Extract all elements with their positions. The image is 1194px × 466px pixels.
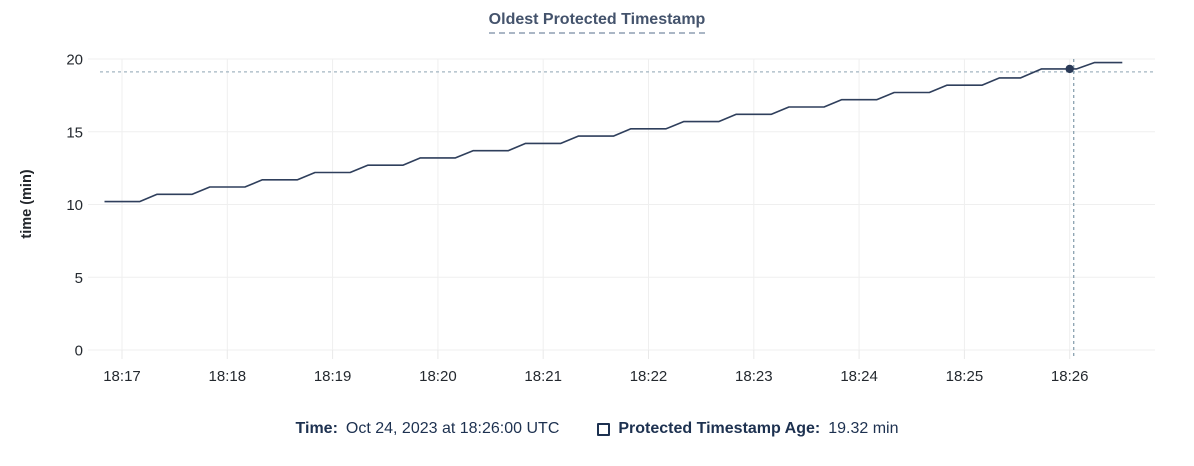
horizontal-gridlines [88, 58, 1155, 351]
x-tick-label: 18:22 [630, 368, 668, 385]
x-tick-label: 18:17 [103, 368, 141, 385]
title-row: Oldest Protected Timestamp [0, 11, 1194, 34]
chart-canvas[interactable]: 18:17 18:18 18:19 18:20 18:21 18:22 18:23 18:24… [0, 0, 1194, 400]
series-label: Protected Timestamp Age: [618, 420, 821, 437]
series-swatch-icon [597, 422, 611, 436]
x-tick-label: 18:19 [314, 368, 352, 385]
time-label: Time: [295, 420, 338, 437]
x-tick-label: 18:18 [209, 368, 247, 385]
y-tick-label: 10 [66, 197, 83, 214]
y-tick-label: 5 [75, 270, 83, 287]
vertical-gridlines [121, 59, 1071, 359]
y-tick-label: 15 [66, 124, 83, 141]
y-tick-label: 0 [75, 343, 83, 360]
chart-tooltip-legend: Time: Oct 24, 2023 at 18:26:00 UTC Prote… [0, 420, 1194, 438]
highlight-dot [1065, 64, 1074, 74]
x-tick-label: 18:23 [735, 368, 773, 385]
x-tick-label: 18:21 [524, 368, 562, 385]
x-axis-tick-labels: 18:17 18:18 18:19 18:20 18:21 18:22 18:23 18:24… [103, 368, 1088, 385]
chart-title[interactable]: Oldest Protected Timestamp [488, 11, 706, 34]
x-tick-label: 18:20 [419, 368, 457, 385]
y-axis-label: time (min) [19, 169, 35, 238]
y-tick-label: 20 [66, 52, 83, 69]
crosshair-lines [100, 59, 1155, 357]
y-axis-tick-labels: 0 5 10 15 20 [66, 52, 83, 360]
time-value: Oct 24, 2023 at 18:26:00 UTC [345, 420, 560, 437]
series-value: 19.32 min [828, 420, 899, 437]
series-line [104, 61, 1123, 203]
x-tick-label: 18:25 [946, 368, 984, 385]
x-tick-label: 18:24 [840, 368, 878, 385]
x-tick-label: 18:26 [1051, 368, 1089, 385]
